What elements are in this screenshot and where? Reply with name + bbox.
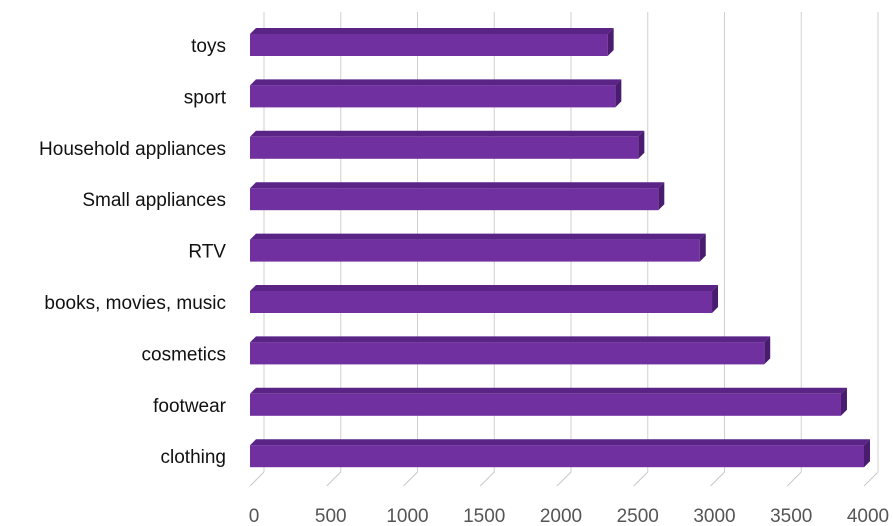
bar-top-face <box>250 131 644 137</box>
floor-line <box>634 472 648 486</box>
category-label: books, movies, music <box>44 293 226 314</box>
category-label: Household appliances <box>39 139 226 160</box>
category-label: RTV <box>188 242 226 263</box>
bar-top-face <box>250 79 621 85</box>
bar-top-face <box>250 28 614 34</box>
bar <box>250 342 764 364</box>
x-tick-label: 1500 <box>463 506 505 526</box>
floor-line <box>250 472 264 486</box>
category-label: toys <box>191 36 226 57</box>
x-tick-label: 0 <box>249 506 260 526</box>
x-tick-label: 4000 <box>847 506 889 526</box>
floor-line <box>711 472 725 486</box>
category-label: clothing <box>161 447 227 468</box>
bar <box>250 394 841 416</box>
bar-top-face <box>250 439 870 445</box>
x-tick-label: 500 <box>315 506 347 526</box>
floor-line <box>787 472 801 486</box>
category-label: cosmetics <box>142 344 226 365</box>
bar <box>250 137 638 159</box>
bar-top-face <box>250 182 664 188</box>
x-tick-label: 3000 <box>693 506 735 526</box>
x-tick-label: 2000 <box>540 506 582 526</box>
floor-line <box>864 472 878 486</box>
floor-line <box>557 472 571 486</box>
category-label: Small appliances <box>82 190 226 211</box>
floor-line <box>480 472 494 486</box>
bar <box>250 445 864 467</box>
category-label: footwear <box>153 396 227 417</box>
category-label: sport <box>184 87 227 108</box>
bar <box>250 34 608 56</box>
floor-line <box>404 472 418 486</box>
bar <box>250 85 615 107</box>
bar-top-face <box>250 388 847 394</box>
x-tick-label: 2500 <box>617 506 659 526</box>
bar <box>250 240 700 262</box>
bar-top-face <box>250 336 770 342</box>
bar <box>250 188 658 210</box>
bar <box>250 291 712 313</box>
x-tick-label: 3500 <box>770 506 812 526</box>
floor-line <box>327 472 341 486</box>
bar-top-face <box>250 234 706 240</box>
x-tick-label: 1000 <box>386 506 428 526</box>
bar-top-face <box>250 285 718 291</box>
